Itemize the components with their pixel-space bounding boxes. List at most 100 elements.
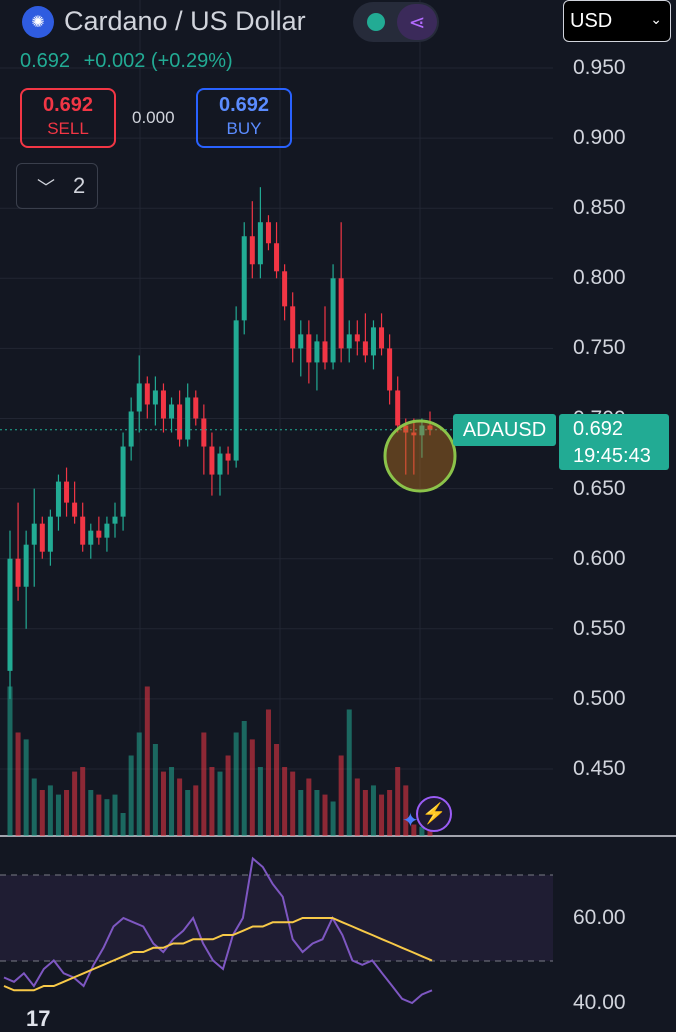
candle bbox=[7, 530, 13, 699]
volume-bar bbox=[225, 755, 231, 836]
price-axis-tick: 0.650 bbox=[573, 476, 626, 500]
rsi-line bbox=[3, 856, 433, 1005]
price-axis-tick: 0.900 bbox=[573, 126, 626, 150]
sparkle-icon[interactable]: ✦ bbox=[402, 810, 419, 832]
symbol-price-tag: ADAUSD bbox=[453, 414, 556, 446]
candle bbox=[298, 320, 304, 377]
candle bbox=[387, 334, 393, 405]
volume-bar bbox=[338, 755, 344, 836]
price-axis-tick: 0.550 bbox=[573, 616, 626, 640]
candle bbox=[330, 264, 336, 370]
candle bbox=[88, 523, 94, 559]
market-status-toggle[interactable]: ⋖ bbox=[353, 2, 439, 42]
volume-bar bbox=[306, 778, 312, 836]
candle-body bbox=[419, 425, 425, 436]
volume-bar bbox=[362, 790, 368, 836]
volume-bar bbox=[136, 732, 142, 836]
tradingview-logo: 17 bbox=[26, 1006, 51, 1031]
buy-button[interactable]: 0.692 BUY bbox=[196, 88, 292, 148]
candle-body bbox=[338, 278, 344, 349]
candle-body bbox=[15, 558, 21, 587]
volume-bar bbox=[31, 778, 37, 836]
candle-body bbox=[395, 390, 401, 426]
candle-body bbox=[379, 327, 385, 349]
candle bbox=[64, 467, 70, 517]
candle-body bbox=[314, 341, 320, 363]
candle-body bbox=[23, 544, 29, 587]
candle-body bbox=[265, 222, 271, 244]
candle-body bbox=[128, 411, 134, 447]
volume-bar bbox=[201, 732, 207, 836]
candle bbox=[370, 320, 376, 370]
candle bbox=[241, 222, 247, 335]
candle-body bbox=[39, 523, 45, 552]
volume-bar bbox=[322, 794, 328, 836]
volume-bar bbox=[290, 771, 296, 836]
volume-bar bbox=[354, 778, 360, 836]
volume-bar bbox=[55, 794, 61, 836]
candle bbox=[144, 376, 150, 419]
candle-body bbox=[55, 481, 61, 517]
candle bbox=[39, 516, 45, 559]
candle-body bbox=[322, 341, 328, 363]
volume-bar bbox=[427, 829, 433, 836]
currency-select[interactable]: USD ⌄ bbox=[563, 0, 671, 42]
indicators-toggle-button[interactable]: ﹀ 2 bbox=[16, 163, 98, 209]
last-price-box: 0.692 19:45:43 bbox=[559, 414, 669, 470]
volume-bar bbox=[298, 790, 304, 836]
volume-bar bbox=[15, 732, 21, 836]
candle bbox=[282, 264, 288, 321]
candle bbox=[257, 187, 263, 279]
candle-body bbox=[290, 306, 296, 349]
volume-bar bbox=[64, 790, 70, 836]
candle bbox=[249, 201, 255, 279]
volume-bar bbox=[72, 771, 78, 836]
candle-body bbox=[144, 383, 150, 405]
volume-bar bbox=[128, 755, 134, 836]
candle bbox=[265, 215, 271, 251]
candle bbox=[233, 306, 239, 468]
price-grid bbox=[0, 0, 553, 836]
rsi-ma-line bbox=[3, 917, 433, 992]
sell-button[interactable]: 0.692 SELL bbox=[20, 88, 116, 148]
buy-label: BUY bbox=[226, 119, 262, 138]
candle bbox=[322, 306, 328, 370]
candle-body bbox=[47, 516, 53, 552]
candle-body bbox=[403, 425, 409, 433]
candle-body bbox=[233, 320, 239, 461]
cardano-logo-icon: ✺ bbox=[22, 6, 54, 38]
share-icon[interactable]: ⋖ bbox=[397, 4, 437, 40]
volume-bar bbox=[411, 824, 417, 836]
symbol-title[interactable]: Cardano / US Dollar bbox=[64, 6, 306, 36]
candle bbox=[201, 404, 207, 475]
volume-bar bbox=[314, 790, 320, 836]
candle-body bbox=[298, 334, 304, 349]
lightning-icon[interactable]: ⚡ bbox=[416, 796, 452, 832]
candle-body bbox=[104, 523, 110, 538]
volume-bar bbox=[96, 794, 102, 836]
candle-body bbox=[249, 236, 255, 265]
volume-bar bbox=[379, 794, 385, 836]
volume-bar bbox=[241, 721, 247, 836]
candle bbox=[314, 334, 320, 391]
candle bbox=[23, 530, 29, 629]
candle-body bbox=[136, 383, 142, 412]
candle-body bbox=[354, 334, 360, 342]
candle bbox=[209, 432, 215, 496]
rsi-axis-tick: 40.00 bbox=[573, 991, 626, 1014]
volume-bar bbox=[80, 767, 86, 836]
candle-body bbox=[427, 425, 433, 430]
candle-body bbox=[72, 502, 78, 517]
highlight-circle bbox=[383, 419, 457, 493]
volume-bar bbox=[403, 785, 409, 836]
volume-bar bbox=[217, 771, 223, 836]
candle-body bbox=[31, 523, 37, 545]
candle-body bbox=[274, 243, 280, 272]
volume-bar bbox=[47, 785, 53, 836]
candle-body bbox=[7, 558, 13, 671]
candle-body bbox=[346, 334, 352, 349]
candle bbox=[274, 222, 280, 279]
candle-body bbox=[370, 327, 376, 356]
volume-bar bbox=[233, 732, 239, 836]
